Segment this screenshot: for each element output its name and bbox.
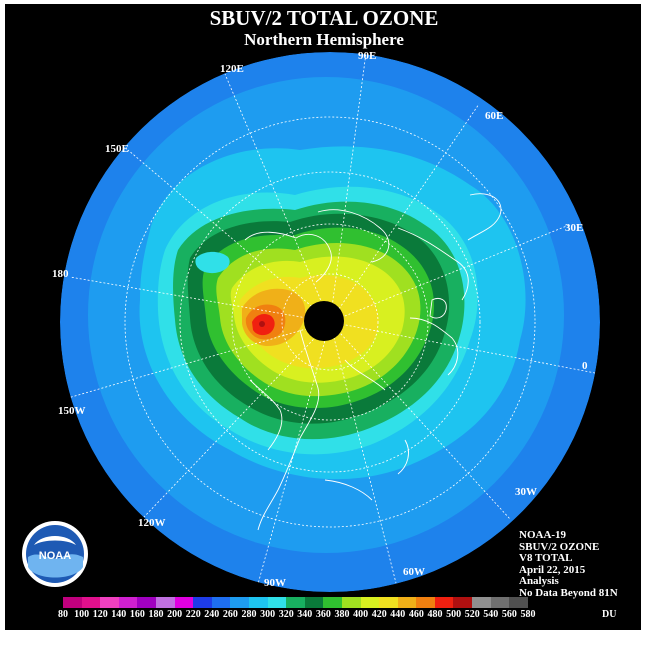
colorbar-swatch (341, 597, 361, 608)
colorbar-tick-label: 240 (204, 609, 220, 620)
colorbar (63, 597, 528, 608)
ozone-contour-520 (259, 321, 265, 327)
colorbar-swatch (434, 597, 454, 608)
coastlines (244, 193, 502, 531)
longitude-label-120e: 120E (220, 63, 244, 75)
longitude-label-60w: 60W (403, 566, 425, 578)
colorbar-labels: 80 100 120 140 160 180 200 220 240 260 280 300 320 34… (0, 609, 648, 623)
colorbar-tick-label: 580 (520, 609, 536, 620)
graticule-lines (67, 52, 596, 585)
colorbar-tick-label: 260 (222, 609, 238, 620)
colorbar-swatch (155, 597, 175, 608)
longitude-label-90w: 90W (264, 577, 286, 589)
longitude-label-60e: 60E (485, 110, 504, 122)
longitude-label-120w: 120W (138, 517, 166, 529)
longitude-label-150w: 150W (58, 405, 86, 417)
longitude-label-150e: 150E (105, 143, 129, 155)
colorbar-swatch (323, 597, 342, 608)
colorbar-swatch (118, 597, 138, 608)
metadata-note: No Data Beyond 81N (519, 586, 618, 599)
colorbar-swatch (100, 597, 119, 608)
colorbar-tick-label: 460 (408, 609, 424, 620)
longitude-label-180: 180 (52, 268, 69, 280)
noaa-logo-text: NOAA (39, 550, 71, 562)
colorbar-tick-label: 420 (371, 609, 387, 620)
colorbar-swatch (304, 597, 324, 608)
colorbar-swatch (63, 597, 82, 608)
colorbar-swatch (193, 597, 212, 608)
colorbar-tick-label: 100 (74, 609, 90, 620)
map-subtitle: Northern Hemisphere (244, 30, 404, 49)
longitude-label-0: 0 (582, 360, 588, 372)
colorbar-tick-label: 540 (483, 609, 499, 620)
colorbar-swatch (490, 597, 510, 608)
colorbar-tick-label: 380 (334, 609, 350, 620)
noaa-logo: NOAA (22, 521, 88, 587)
longitude-label-30e: 30E (565, 222, 584, 234)
colorbar-swatch (81, 597, 101, 608)
colorbar-tick-label: 140 (111, 609, 127, 620)
colorbar-tick-label: 200 (167, 609, 183, 620)
colorbar-swatch (137, 597, 156, 608)
colorbar-tick-label: 560 (501, 609, 517, 620)
colorbar-units: DU (602, 609, 617, 620)
colorbar-tick-label: 280 (241, 609, 257, 620)
colorbar-tick-label: 520 (464, 609, 480, 620)
no-data-polar-cap (304, 301, 344, 341)
colorbar-swatch (379, 597, 398, 608)
colorbar-swatch (397, 597, 417, 608)
colorbar-swatch (416, 597, 435, 608)
colorbar-swatch (472, 597, 491, 608)
metadata-instrument: SBUV/2 OZONE (519, 540, 600, 553)
colorbar-swatch (360, 597, 380, 608)
colorbar-tick-label: 500 (446, 609, 462, 620)
colorbar-swatch (174, 597, 194, 608)
map-title: SBUV/2 TOTAL OZONE (209, 6, 439, 30)
colorbar-swatch (286, 597, 305, 608)
colorbar-tick-label: 480 (427, 609, 443, 620)
colorbar-tick-label: 440 (390, 609, 406, 620)
colorbar-tick-label: 320 (278, 609, 294, 620)
colorbar-swatch (230, 597, 249, 608)
colorbar-tick-label: 300 (260, 609, 276, 620)
colorbar-swatch (509, 597, 528, 608)
colorbar-tick-label: 80 (58, 609, 68, 620)
colorbar-tick-label: 220 (185, 609, 201, 620)
colorbar-tick-label: 360 (315, 609, 331, 620)
metadata-type: Analysis (519, 575, 559, 587)
colorbar-swatch (453, 597, 473, 608)
metadata-date: April 22, 2015 (519, 563, 586, 576)
longitude-label-30w: 30W (515, 486, 537, 498)
colorbar-tick-label: 120 (92, 609, 108, 620)
metadata-satellite: NOAA-19 (519, 529, 567, 541)
colorbar-tick-label: 400 (353, 609, 369, 620)
metadata-version: V8 TOTAL (519, 552, 573, 564)
ozone-contour-low-pocket (195, 251, 230, 274)
colorbar-tick-label: 340 (297, 609, 313, 620)
colorbar-swatch (211, 597, 231, 608)
colorbar-tick-label: 160 (129, 609, 145, 620)
colorbar-tick-label: 180 (148, 609, 164, 620)
colorbar-swatch (267, 597, 287, 608)
metadata-block: NOAA-19 SBUV/2 OZONE V8 TOTAL April 22, … (519, 529, 618, 599)
longitude-label-90e: 90E (358, 50, 377, 62)
colorbar-swatch (248, 597, 268, 608)
